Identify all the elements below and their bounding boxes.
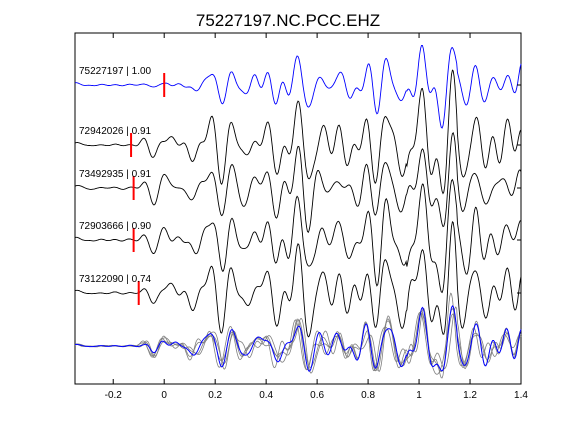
trace-label-75227197: 75227197 | 1.00 — [79, 66, 152, 77]
x-tick-label: 0.6 — [310, 390, 324, 401]
trace-line-73122090 — [74, 220, 522, 338]
trace-label-73492935: 73492935 | 0.91 — [79, 169, 152, 180]
trace-line-72942026 — [74, 69, 522, 195]
trace-label-72942026: 72942026 | 0.91 — [79, 126, 152, 137]
trace-label-72903666: 72903666 | 0.90 — [79, 221, 152, 232]
x-tick-label: 1.4 — [514, 390, 528, 401]
picks-layer — [130, 73, 166, 305]
plot-frame — [74, 32, 522, 385]
stack-master-line — [74, 305, 522, 372]
trace-line-72903666 — [74, 178, 522, 294]
trace-label-73122090: 73122090 | 0.74 — [79, 274, 152, 285]
stack-overlay-line — [75, 292, 522, 379]
x-tick-label: 0.8 — [361, 390, 375, 401]
x-tick-label: 0.2 — [208, 390, 222, 401]
trace-line-73492935 — [74, 131, 522, 234]
traces-layer — [74, 44, 522, 379]
x-tick-label: 0.4 — [259, 390, 273, 401]
chart-title: 75227197.NC.PCC.EHZ — [196, 11, 380, 30]
x-axis: -0.2 0 0.2 0.4 0.6 0.8 1 1.2 1.4 — [105, 33, 528, 401]
labels-layer: 75227197 | 1.00 72942026 | 0.91 73492935 |… — [79, 66, 152, 285]
x-tick-label: 1.2 — [463, 390, 477, 401]
trace-line-75227197 — [74, 44, 522, 129]
x-tick-label: -0.2 — [105, 390, 123, 401]
x-tick-label: 0 — [161, 390, 167, 401]
x-tick-label: 1 — [416, 390, 422, 401]
